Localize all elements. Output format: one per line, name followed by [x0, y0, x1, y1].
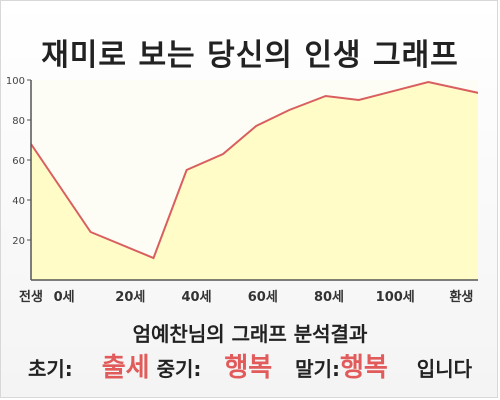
y-tick-label: 60: [12, 156, 25, 167]
y-tick-label: 80: [12, 116, 25, 127]
late-label: 말기:: [295, 357, 340, 381]
early-label: 초기:: [27, 357, 73, 381]
y-tick-label: 100: [6, 76, 25, 87]
x-tick-label: 전생: [19, 289, 43, 305]
result-suffix: 입니다: [416, 357, 472, 381]
series-line: [31, 80, 478, 260]
x-tick-label: 환생: [449, 289, 473, 305]
x-tick-label: 40세: [182, 290, 212, 305]
x-tick-label: 0세: [54, 290, 75, 305]
y-tick-label: 20: [12, 236, 25, 247]
x-tick-label: 80세: [314, 290, 344, 305]
chart-title: 재미로 보는 당신의 인생 그래프: [41, 38, 459, 73]
x-tick-label: 60세: [248, 290, 278, 305]
y-tick-label: 40: [12, 196, 25, 207]
middle-label: 중기:: [156, 357, 202, 381]
early-value: 출세: [101, 353, 150, 383]
middle-value: 행복: [224, 353, 273, 383]
late-value: 행복: [339, 353, 388, 383]
result-heading: 엄예찬님의 그래프 분석결과: [132, 322, 368, 346]
x-tick-label: 20세: [115, 290, 145, 305]
result-summary: 초기: 출세 중기: 행복 말기:행복 입니다: [0, 347, 500, 384]
area-fill: [31, 82, 478, 280]
x-tick-label: 100세: [376, 290, 415, 305]
